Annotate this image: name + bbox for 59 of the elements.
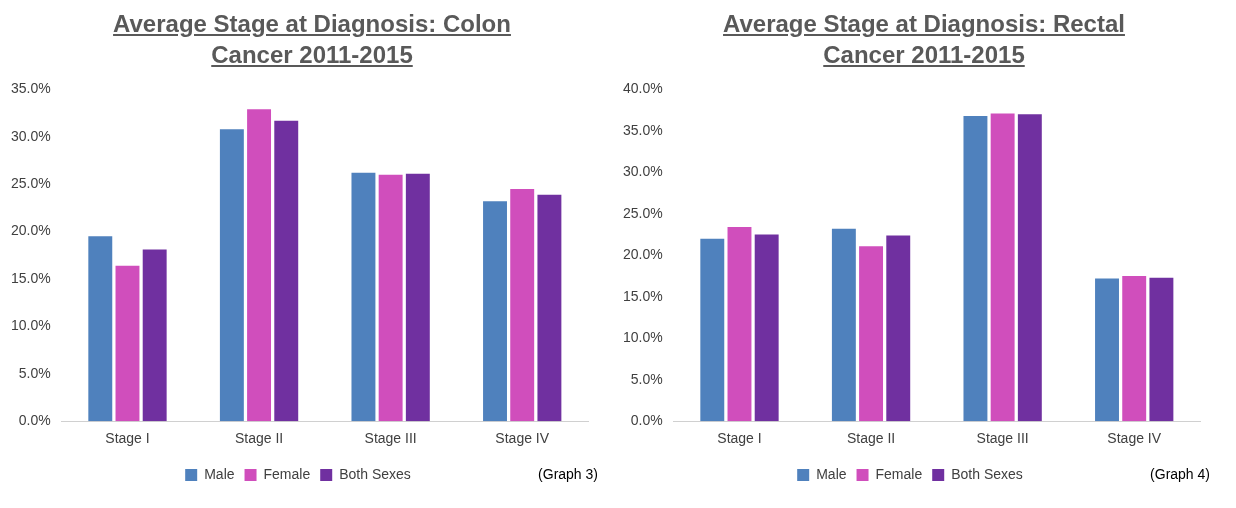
bar — [1149, 277, 1174, 422]
y-tick-label: 40.0% — [622, 80, 663, 97]
bar — [483, 201, 507, 422]
bar — [378, 174, 403, 422]
bar — [1017, 114, 1042, 422]
x-tick-label: Stage III — [976, 430, 1029, 447]
y-tick-label: 15.0% — [622, 287, 663, 304]
text: (Graph 4) — [1150, 465, 1210, 482]
bar — [88, 236, 113, 422]
bar — [754, 234, 779, 422]
bar — [831, 228, 856, 422]
y-tick-label: 0.0% — [18, 412, 51, 429]
y-tick-label: 15.0% — [10, 269, 51, 286]
legend-label: Both Sexes — [951, 465, 1023, 482]
y-tick-label: 10.0% — [622, 329, 663, 346]
y-tick-label: 25.0% — [622, 204, 663, 221]
bar — [859, 246, 884, 422]
bar — [510, 188, 535, 422]
bar — [1122, 276, 1147, 422]
bar — [1095, 278, 1119, 422]
legend-label: Female — [263, 465, 311, 482]
bar — [990, 113, 1015, 422]
legend-label: Male — [204, 465, 235, 482]
y-tick-label: 20.0% — [10, 222, 51, 239]
x-tick-label: Stage III — [364, 430, 417, 447]
bar — [115, 265, 140, 422]
x-tick-label: Stage IV — [495, 430, 550, 447]
x-tick-label: Stage I — [717, 430, 762, 447]
bar — [405, 173, 430, 422]
bar — [142, 249, 167, 422]
x-tick-label: Stage II — [846, 430, 896, 447]
x-tick-label: Stage I — [105, 430, 150, 447]
legend-label: Male — [816, 465, 847, 482]
y-tick-label: 5.0% — [630, 370, 663, 387]
bar — [727, 227, 752, 422]
chart-title: Average Stage at Diagnosis: Rectal Cancer 2011-2015 — [722, 9, 1126, 70]
x-tick-label: Stage II — [234, 430, 284, 447]
y-tick-label: 0.0% — [630, 412, 663, 429]
legend-label: Female — [875, 465, 923, 482]
bar — [219, 129, 244, 422]
y-tick-label: 30.0% — [622, 163, 663, 180]
y-tick-label: 25.0% — [10, 175, 51, 192]
bar — [537, 194, 562, 422]
y-tick-label: 30.0% — [10, 127, 51, 144]
bar — [274, 120, 299, 422]
bar — [700, 238, 725, 422]
y-tick-label: 20.0% — [622, 246, 663, 263]
y-tick-label: 35.0% — [10, 80, 51, 97]
bar — [886, 235, 911, 422]
y-tick-label: 10.0% — [10, 317, 51, 334]
bar — [247, 109, 272, 422]
bar — [351, 172, 376, 422]
chart-title: Average Stage at Diagnosis: Colon Cancer 2011-2015 — [112, 9, 512, 70]
bar — [963, 115, 988, 422]
x-tick-label: Stage IV — [1107, 430, 1162, 447]
legend-label: Both Sexes — [339, 465, 411, 482]
text: (Graph 3) — [538, 465, 598, 482]
y-tick-label: 35.0% — [622, 121, 663, 138]
y-tick-label: 5.0% — [18, 364, 51, 381]
